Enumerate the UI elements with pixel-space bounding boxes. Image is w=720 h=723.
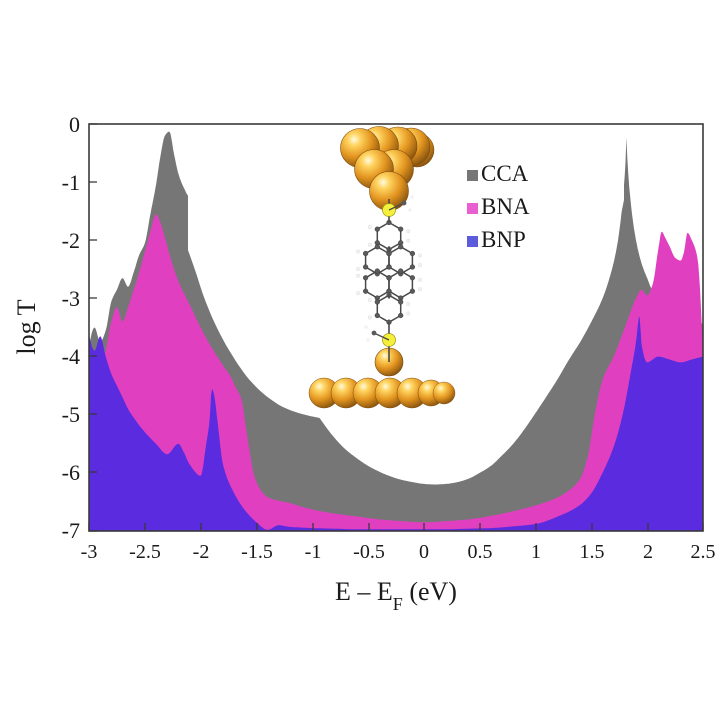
svg-text:-1.5: -1.5 (241, 541, 273, 563)
svg-text:E – EF (eV): E – EF (eV) (335, 577, 457, 614)
svg-text:1.5: 1.5 (580, 541, 605, 563)
svg-text:0: 0 (69, 112, 80, 137)
svg-text:-7: -7 (62, 518, 80, 543)
svg-text:-3: -3 (62, 286, 80, 311)
svg-text:BNP: BNP (481, 227, 526, 252)
svg-text:-2: -2 (62, 228, 80, 253)
svg-text:-5: -5 (62, 402, 80, 427)
svg-text:-3: -3 (81, 541, 98, 563)
svg-text:-2.5: -2.5 (129, 541, 161, 563)
svg-text:CCA: CCA (481, 161, 529, 186)
svg-text:2.5: 2.5 (691, 541, 716, 563)
svg-text:BNA: BNA (481, 194, 530, 219)
svg-text:-0.5: -0.5 (353, 541, 385, 563)
svg-text:1: 1 (531, 541, 541, 563)
svg-text:-1: -1 (305, 541, 322, 563)
svg-text:0.5: 0.5 (468, 541, 493, 563)
svg-text:-4: -4 (62, 344, 80, 369)
svg-text:-1: -1 (62, 170, 80, 195)
svg-text:-6: -6 (62, 460, 80, 485)
svg-text:-2: -2 (193, 541, 210, 563)
svg-text:0: 0 (419, 541, 429, 563)
svg-text:log T: log T (12, 299, 41, 354)
svg-text:2: 2 (643, 541, 653, 563)
